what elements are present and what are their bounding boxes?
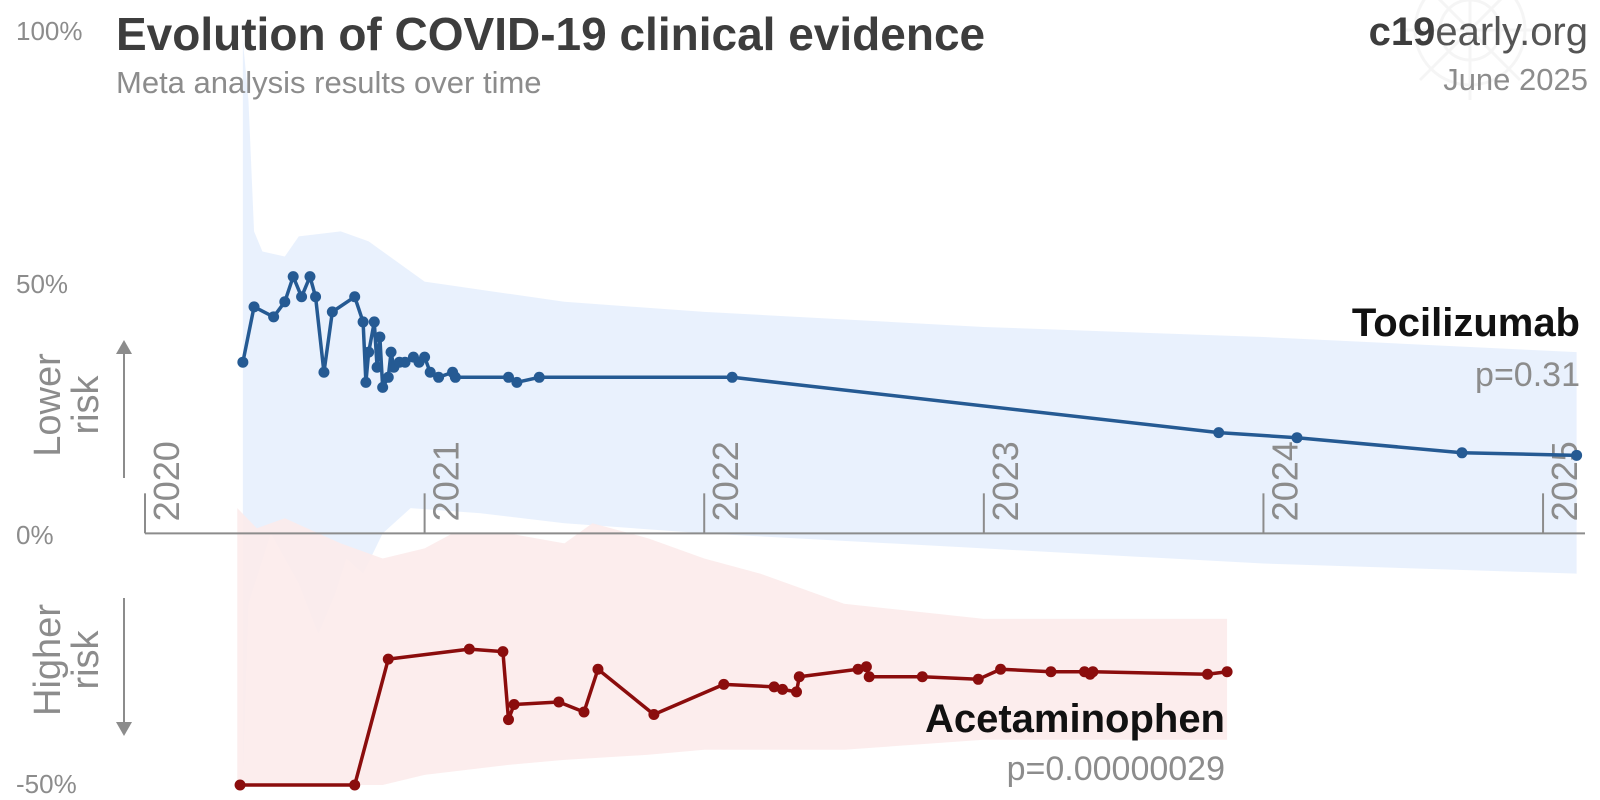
- data-point-acetaminophen: [863, 671, 875, 683]
- data-point-tocilizumab: [533, 371, 545, 383]
- down-arrow-icon: [116, 722, 132, 736]
- y-tick-0: 0%: [16, 520, 54, 550]
- data-point-acetaminophen: [1221, 666, 1233, 678]
- data-point-acetaminophen: [793, 671, 805, 683]
- data-point-tocilizumab: [279, 296, 291, 308]
- chart-title: Evolution of COVID-19 clinical evidence: [116, 8, 985, 60]
- up-arrow-icon: [116, 340, 132, 354]
- data-point-acetaminophen: [1087, 666, 1099, 678]
- data-point-tocilizumab: [726, 371, 738, 383]
- data-point-tocilizumab: [360, 376, 372, 388]
- higher-risk-indicator: Higher risk: [27, 598, 132, 736]
- x-tick-label-2023: 2023: [985, 441, 1026, 521]
- data-point-acetaminophen: [648, 709, 660, 721]
- data-point-acetaminophen: [553, 696, 565, 708]
- data-point-tocilizumab: [310, 291, 322, 303]
- data-point-acetaminophen: [777, 683, 789, 695]
- data-point-acetaminophen: [502, 714, 514, 726]
- series-line-acetaminophen: [240, 647, 1228, 787]
- data-point-tocilizumab: [374, 331, 386, 343]
- data-point-acetaminophen: [234, 779, 246, 791]
- chart-subtitle: Meta analysis results over time: [116, 65, 542, 100]
- lower-risk-indicator: Lower risk: [27, 340, 132, 478]
- data-point-tocilizumab: [1291, 432, 1303, 444]
- confidence-band-tocilizumab: [242, 40, 1577, 780]
- data-point-tocilizumab: [326, 306, 338, 318]
- data-point-acetaminophen: [1045, 666, 1057, 678]
- data-point-acetaminophen: [578, 706, 590, 718]
- data-point-acetaminophen: [718, 678, 730, 690]
- data-point-acetaminophen: [382, 653, 394, 665]
- data-point-acetaminophen: [860, 661, 872, 673]
- brand-light: early.org: [1435, 10, 1588, 54]
- higher-risk-word1: Higher: [27, 604, 69, 716]
- data-point-tocilizumab: [424, 366, 436, 378]
- report-date: June 2025: [1443, 62, 1588, 97]
- data-point-acetaminophen: [790, 686, 802, 698]
- data-point-tocilizumab: [377, 381, 389, 393]
- data-point-tocilizumab: [511, 376, 523, 388]
- data-point-tocilizumab: [268, 311, 280, 323]
- data-point-tocilizumab: [449, 371, 461, 383]
- data-point-tocilizumab: [502, 371, 514, 383]
- lower-risk-word1: Lower: [27, 353, 69, 457]
- data-point-tocilizumab: [296, 291, 308, 303]
- data-point-tocilizumab: [433, 371, 445, 383]
- pvalue-acetaminophen: p=0.00000029: [1007, 750, 1225, 788]
- data-point-tocilizumab: [248, 301, 260, 313]
- x-tick-label-2021: 2021: [426, 441, 467, 521]
- higher-risk-word2: risk: [65, 629, 107, 689]
- data-point-acetaminophen: [349, 779, 361, 791]
- data-point-tocilizumab: [1213, 427, 1225, 439]
- brand-logo: c19early.org: [1369, 10, 1588, 54]
- data-point-tocilizumab: [287, 271, 299, 283]
- data-point-tocilizumab: [363, 346, 375, 358]
- confidence-band-acetaminophen: [237, 508, 1228, 785]
- lower-risk-word2: risk: [65, 374, 107, 434]
- brand-bold: c19: [1369, 10, 1436, 54]
- data-point-tocilizumab: [1456, 447, 1468, 459]
- virus-watermark-icon: [1400, 0, 1540, 100]
- data-point-acetaminophen: [916, 671, 928, 683]
- data-point-acetaminophen: [463, 643, 475, 655]
- data-point-acetaminophen: [972, 673, 984, 685]
- data-point-tocilizumab: [371, 361, 383, 373]
- data-point-tocilizumab: [385, 346, 397, 358]
- data-point-acetaminophen: [768, 681, 780, 693]
- data-point-tocilizumab: [368, 316, 380, 328]
- data-point-tocilizumab: [399, 356, 411, 368]
- data-point-tocilizumab: [304, 271, 316, 283]
- data-point-acetaminophen: [995, 663, 1007, 675]
- data-point-acetaminophen: [1202, 668, 1214, 680]
- data-point-acetaminophen: [508, 698, 520, 710]
- pvalue-tocilizumab: p=0.31: [1475, 356, 1580, 394]
- data-point-tocilizumab: [419, 351, 431, 363]
- data-point-acetaminophen: [852, 663, 864, 675]
- data-point-acetaminophen: [592, 663, 604, 675]
- data-point-tocilizumab: [237, 356, 249, 368]
- series-name-tocilizumab: Tocilizumab: [1352, 301, 1580, 345]
- data-point-tocilizumab: [318, 366, 330, 378]
- data-point-tocilizumab: [349, 291, 361, 303]
- y-tick-50: 50%: [16, 269, 68, 299]
- data-point-acetaminophen: [497, 646, 509, 658]
- data-point-tocilizumab: [382, 371, 394, 383]
- x-tick-label-2022: 2022: [705, 441, 746, 521]
- series-name-acetaminophen: Acetaminophen: [925, 697, 1225, 741]
- data-point-tocilizumab: [357, 316, 369, 328]
- y-tick-100: 100%: [16, 16, 83, 46]
- x-tick-label-2024: 2024: [1264, 441, 1305, 521]
- x-tick-label-2020: 2020: [146, 441, 187, 521]
- y-tick-neg50: -50%: [16, 769, 77, 799]
- data-point-tocilizumab: [1571, 449, 1583, 461]
